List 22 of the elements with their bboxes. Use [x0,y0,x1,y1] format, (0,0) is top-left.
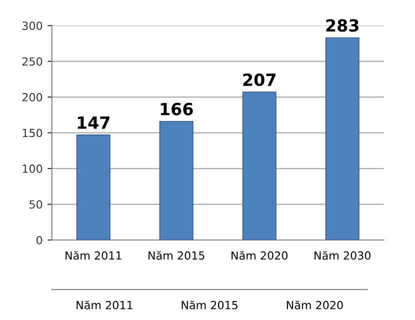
data-label: 207 [243,73,276,86]
y-tick-label: 50 [30,200,42,209]
x-tick-label: Năm 2015 [148,251,204,260]
data-label: 283 [326,19,358,32]
y-tick-label: 100 [22,164,42,173]
x-tick-label: Năm 2030 [314,251,371,260]
y-tick-label: 150 [22,128,42,138]
bar [242,92,276,240]
x-tick-label: Năm 2011 [66,251,122,260]
y-tick-label: 250 [22,57,42,66]
y-tick-label: 0 [36,236,42,244]
category-label: Năm 2020 [286,300,343,310]
bar [325,37,360,240]
category-label: Năm 2011 [76,300,132,310]
bar [159,120,194,240]
y-tick-label: 300 [22,22,42,30]
bar [76,134,110,240]
category-label: Năm 2015 [182,300,238,310]
x-tick-label: Năm 2020 [232,251,288,260]
data-label: 166 [160,102,193,116]
y-tick-label: 200 [22,93,42,102]
data-label: 147 [78,116,110,129]
